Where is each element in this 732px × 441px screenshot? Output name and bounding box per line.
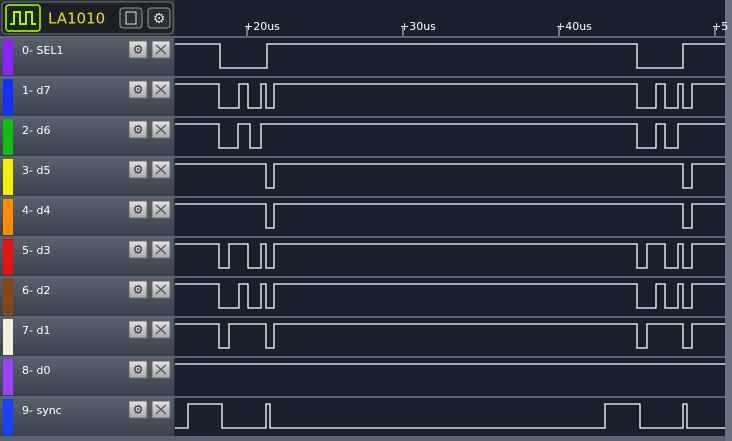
row-separator [0, 116, 725, 118]
remove-icon [155, 244, 167, 255]
channel-settings-button[interactable] [128, 240, 148, 259]
channel-label: 3- d5 [22, 164, 50, 177]
settings-button[interactable] [147, 7, 171, 29]
channel-settings-button[interactable] [128, 400, 148, 419]
ruler-label: +40us [556, 20, 592, 33]
row-separator [0, 316, 725, 318]
channel-color [3, 399, 13, 435]
channel-color [3, 239, 13, 275]
remove-icon [155, 324, 167, 335]
waveform [175, 43, 725, 69]
row-separator [0, 196, 725, 198]
window-icon [125, 11, 137, 25]
device-icon [5, 4, 41, 32]
remove-icon [155, 364, 167, 375]
remove-icon [155, 44, 167, 55]
remove-icon [155, 84, 167, 95]
remove-icon [155, 204, 167, 215]
channel-settings-button[interactable] [128, 280, 148, 299]
ruler-label: +20us [244, 20, 280, 33]
remove-icon [155, 404, 167, 415]
waveform [175, 163, 725, 189]
remove-icon [155, 164, 167, 175]
scrollbar[interactable] [725, 0, 732, 441]
row-separator [0, 356, 725, 358]
remove-icon [155, 284, 167, 295]
row-separator [0, 276, 725, 278]
channel-settings-button[interactable] [128, 320, 148, 339]
bottom-edge [0, 436, 725, 441]
waveform [175, 243, 725, 269]
wave-area [175, 0, 725, 441]
gear-icon: ⚙ [133, 243, 144, 257]
row-separator [0, 76, 725, 78]
gear-icon: ⚙ [133, 323, 144, 337]
remove-icon [155, 124, 167, 135]
channel-color [3, 119, 13, 155]
channel-color [3, 279, 13, 315]
device-icon-wave [10, 11, 36, 25]
channel-color [3, 199, 13, 235]
gear-icon: ⚙ [133, 163, 144, 177]
row-separator [0, 236, 725, 238]
settings-icon: ⚙ [153, 11, 166, 27]
channel-settings-button[interactable] [128, 360, 148, 379]
channel-settings-button[interactable] [128, 40, 148, 59]
channel-color [3, 359, 13, 395]
gear-icon: ⚙ [133, 283, 144, 297]
channel-label: 0- SEL1 [22, 44, 64, 57]
channel-label: 5- d3 [22, 244, 50, 257]
channel-label: 4- d4 [22, 204, 50, 217]
channel-settings-button[interactable] [128, 200, 148, 219]
ruler-label: +5 [712, 20, 728, 33]
waveform [175, 203, 725, 229]
channel-settings-button[interactable] [128, 80, 148, 99]
channel-label: 6- d2 [22, 284, 50, 297]
waveform [175, 283, 725, 309]
gear-icon: ⚙ [133, 123, 144, 137]
channel-settings-button[interactable] [128, 120, 148, 139]
channel-label: 9- sync [22, 404, 62, 417]
gear-icon: ⚙ [133, 403, 144, 417]
channel-color [3, 39, 13, 75]
waveform [175, 83, 725, 109]
waveform [175, 323, 725, 349]
device-name: LA1010 [48, 10, 105, 28]
channel-color [3, 159, 13, 195]
waveform [175, 403, 725, 429]
channel-settings-button[interactable] [128, 160, 148, 179]
gear-icon: ⚙ [133, 43, 144, 57]
channel-label: 1- d7 [22, 84, 50, 97]
channel-color [3, 319, 13, 355]
row-separator [0, 396, 725, 398]
gear-icon: ⚙ [133, 363, 144, 377]
gear-icon: ⚙ [133, 203, 144, 217]
window-button[interactable] [119, 7, 143, 29]
channel-label: 7- d1 [22, 324, 50, 337]
row-separator [0, 36, 725, 38]
channel-label: 8- d0 [22, 364, 50, 377]
channel-color [3, 79, 13, 115]
row-separator [0, 156, 725, 158]
channel-label: 2- d6 [22, 124, 50, 137]
waveform [175, 123, 725, 149]
ruler-label: +30us [400, 20, 436, 33]
gear-icon: ⚙ [133, 83, 144, 97]
